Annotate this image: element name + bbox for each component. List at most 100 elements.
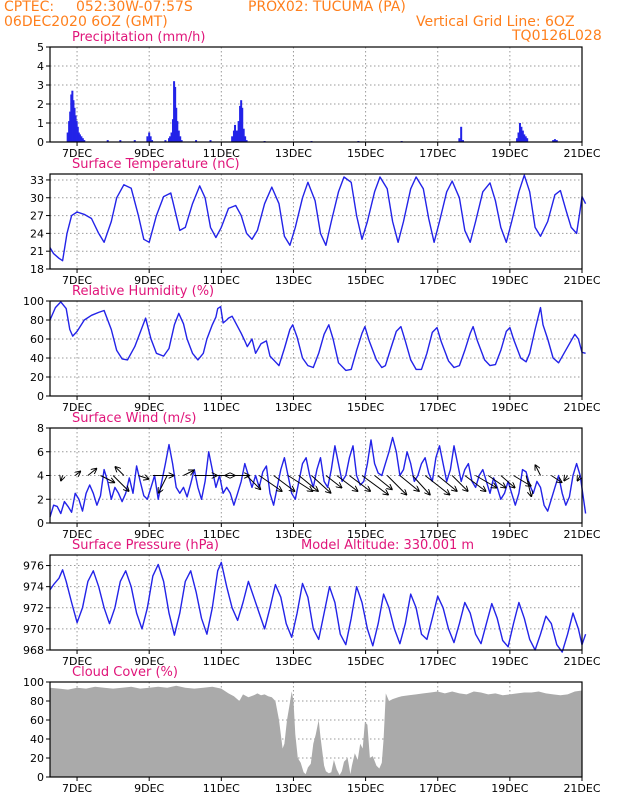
wind-xtick-label: 7DEC	[62, 528, 92, 541]
pressure-xtick-label: 21DEC	[563, 655, 600, 668]
humidity-ytick-label: 40	[30, 352, 44, 365]
precip-bar	[240, 100, 243, 142]
cloud-title: Cloud Cover (%)	[72, 665, 178, 680]
humidity-ytick-label: 20	[30, 371, 44, 384]
temperature-ytick-label: 24	[30, 227, 44, 240]
wind-xtick-label: 11DEC	[203, 528, 240, 541]
precip-bar	[83, 140, 86, 142]
precip-bar	[516, 138, 519, 142]
wind-ytick-label: 6	[37, 446, 44, 459]
wind-arrow	[412, 475, 430, 495]
cloud-area	[50, 685, 582, 777]
temperature-frame	[49, 173, 583, 270]
precip-title: Precipitation (mm/h)	[72, 30, 205, 45]
humidity-title: Relative Humidity (%)	[72, 284, 214, 299]
pressure-xtick-label: 9DEC	[134, 655, 164, 668]
wind-ytick-label: 0	[37, 517, 44, 530]
precip-xtick-label: 13DEC	[275, 147, 312, 160]
precip-bar	[521, 130, 524, 142]
precip-bar	[174, 86, 177, 142]
temperature-line	[49, 174, 587, 262]
precip-bar	[151, 140, 154, 142]
wind-arrow	[158, 475, 168, 494]
temperature-xtick-label: 15DEC	[347, 274, 384, 287]
wind-arrow	[273, 475, 295, 492]
cloud-xtick-label: 7DEC	[62, 782, 92, 795]
precip-bar	[70, 94, 73, 142]
precip-bar	[236, 130, 239, 142]
precip-bar	[241, 107, 244, 142]
temperature-ytick-label: 18	[30, 263, 44, 276]
cloud-ytick-label: 0	[37, 771, 44, 784]
cloud-ytick-label: 80	[30, 695, 44, 708]
wind-arrow	[399, 475, 419, 492]
temperature-xtick-label: 21DEC	[563, 274, 600, 287]
cloud-xtick-label: 17DEC	[419, 782, 456, 795]
cloud-ytick-label: 60	[30, 714, 44, 727]
precip-bar	[234, 124, 237, 142]
precip-xtick-label: 7DEC	[62, 147, 92, 160]
wind-arrow	[75, 471, 80, 475]
pressure-xtick-label: 15DEC	[347, 655, 384, 668]
precip-bar	[81, 138, 84, 142]
precip-bar	[78, 134, 81, 142]
pressure-ytick-label: 974	[23, 581, 44, 594]
pressure-ytick-label: 968	[23, 644, 44, 657]
precip-bar	[235, 130, 238, 142]
wind-arrow	[115, 467, 125, 476]
precip-bar	[133, 140, 136, 142]
humidity-xtick-label: 17DEC	[419, 401, 456, 414]
precip-bar	[245, 140, 248, 142]
precip-bar	[520, 126, 523, 142]
cloud-ytick-label: 20	[30, 752, 44, 765]
temperature-xtick-label: 17DEC	[419, 274, 456, 287]
precip-ytick-label: 5	[37, 41, 44, 54]
humidity-ytick-label: 100	[23, 295, 44, 308]
cloud-xtick-label: 11DEC	[203, 782, 240, 795]
precip-bar	[146, 136, 149, 142]
temperature-xtick-label: 13DEC	[275, 274, 312, 287]
humidity-xtick-label: 19DEC	[491, 401, 528, 414]
wind-arrow	[258, 475, 282, 492]
cloud-ytick-label: 40	[30, 733, 44, 746]
precip-bar	[244, 136, 247, 142]
wind-arrow	[361, 475, 388, 495]
temperature-ytick-label: 33	[30, 174, 44, 187]
header-station: PROX02: TUCUMA (PA)	[248, 0, 406, 15]
humidity-ytick-label: 80	[30, 314, 44, 327]
precip-bar	[74, 115, 77, 142]
precip-bar	[119, 140, 122, 142]
precip-ytick-label: 0	[37, 136, 44, 149]
precip-frame	[49, 46, 583, 143]
humidity-xtick-label: 15DEC	[347, 401, 384, 414]
header-coords: 052:30W-07:57S	[76, 0, 193, 15]
wind-arrow	[464, 475, 486, 492]
precip-xtick-label: 21DEC	[563, 147, 600, 160]
precip-xtick-label: 11DEC	[203, 147, 240, 160]
wind-line	[49, 436, 587, 518]
precip-bar	[77, 132, 80, 142]
precip-bar	[231, 136, 234, 142]
humidity-ytick-label: 0	[37, 390, 44, 403]
precip-bar	[237, 121, 240, 142]
precip-bar	[458, 138, 461, 142]
wind-arrow	[287, 475, 313, 492]
temperature-ytick-label: 21	[30, 245, 44, 258]
pressure-xtick-label: 19DEC	[491, 655, 528, 668]
precip-ytick-label: 2	[37, 98, 44, 111]
precip-bar	[80, 136, 83, 142]
wind-xtick-label: 21DEC	[563, 528, 600, 541]
pressure-ytick-label: 976	[23, 560, 44, 573]
pressure-xtick-label: 11DEC	[203, 655, 240, 668]
cloud-xtick-label: 21DEC	[563, 782, 600, 795]
precip-bar	[149, 136, 152, 142]
pressure-xtick-label: 7DEC	[62, 655, 92, 668]
cloud-xtick-label: 9DEC	[134, 782, 164, 795]
pressure-xtick-label: 13DEC	[275, 655, 312, 668]
precip-xtick-label: 19DEC	[491, 147, 528, 160]
precip-bar	[66, 132, 69, 142]
wind-arrow	[525, 475, 531, 497]
precip-bar	[148, 132, 151, 142]
wind-title: Surface Wind (m/s)	[72, 411, 196, 426]
wind-xtick-label: 19DEC	[491, 528, 528, 541]
